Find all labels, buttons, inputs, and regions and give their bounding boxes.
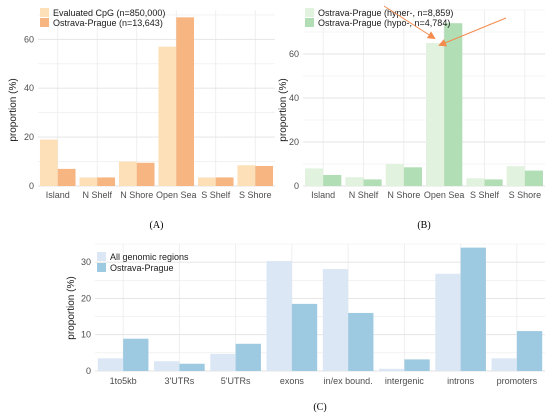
bar: [426, 43, 445, 186]
panel-label: (A): [150, 220, 164, 231]
legend-label: Ostrava-Prague (hypo-, n=4,784): [318, 18, 450, 28]
legend-label: Evaluated CpG (n=850,000): [53, 8, 165, 18]
bar: [255, 165, 274, 186]
x-tick-label: in/ex bound.: [324, 376, 373, 386]
bar: [158, 46, 177, 186]
y-tick-label: 40: [24, 83, 34, 93]
y-tick-label: 60: [289, 49, 299, 59]
bar: [118, 161, 137, 186]
legend-label: Ostrava-Prague (hyper-, n=8,859): [318, 8, 453, 18]
chart-panel-c: 0 10 20 30 1to5kb 3'UTRs 5'UTRs exons in/ex boun…: [66, 243, 545, 413]
x-tick-label: introns: [447, 376, 475, 386]
legend-swatch: [305, 18, 314, 27]
bar: [215, 177, 234, 186]
bar: [179, 363, 205, 371]
bar: [403, 167, 422, 186]
y-axis-label: proportion (%): [278, 78, 289, 141]
legend-swatch: [97, 263, 106, 272]
x-tick-label: intergenic: [385, 376, 425, 386]
x-tick-label: promoters: [497, 376, 538, 386]
x-tick-label: S Shore: [509, 190, 542, 200]
legend-swatch: [97, 252, 106, 261]
x-tick-label: Open Sea: [424, 190, 465, 200]
y-tick-label: 0: [294, 181, 299, 191]
bar: [235, 343, 261, 371]
bar: [516, 331, 543, 371]
bar: [460, 247, 486, 371]
bar: [404, 359, 430, 371]
bar: [524, 170, 543, 186]
annotation-arrow-1: [383, 5, 436, 40]
x-tick-label: exons: [280, 376, 305, 386]
legend-swatch: [305, 8, 314, 17]
x-tick-label: Island: [46, 190, 70, 200]
y-tick-label: 0: [29, 181, 34, 191]
annotation-arrows: [383, 5, 507, 47]
bar: [385, 164, 404, 186]
bar: [154, 361, 180, 371]
bar: [484, 179, 503, 186]
bar: [97, 358, 124, 371]
x-tick-label: 5'UTRs: [221, 376, 251, 386]
bar: [210, 353, 236, 371]
annotation-arrow-2: [438, 17, 507, 47]
chart-panel-a: 0 20 40 60 Island N Shelf N Shore Open Sea S She…: [8, 8, 275, 231]
x-tick-label: S Shelf: [470, 190, 500, 200]
bar: [123, 338, 149, 371]
y-tick-label: 20: [81, 293, 91, 303]
bar: [363, 179, 382, 186]
bar: [466, 178, 485, 186]
x-tick-label: Open Sea: [156, 190, 197, 200]
bar: [39, 139, 58, 186]
bar: [291, 303, 318, 371]
y-tick-label: 10: [81, 330, 91, 340]
bar: [237, 165, 256, 186]
bar: [305, 168, 324, 186]
bar: [323, 175, 342, 186]
bar: [266, 261, 292, 371]
y-tick-label: 0: [86, 366, 91, 376]
y-tick-label: 30: [81, 257, 91, 267]
y-tick-label: 20: [24, 132, 34, 142]
x-tick-label: S Shelf: [201, 190, 231, 200]
bar: [136, 162, 155, 186]
bar: [79, 177, 98, 186]
legend-label: Ostrava-Prague: [110, 263, 174, 273]
legend-swatch: [40, 8, 49, 17]
bar: [97, 177, 116, 186]
bar: [491, 358, 517, 371]
bar: [379, 368, 405, 371]
y-tick-label: 40: [289, 93, 299, 103]
x-tick-label: N Shelf: [82, 190, 112, 200]
bar: [57, 168, 76, 186]
legend-label: Ostrava-Prague (n=13,643): [53, 18, 163, 28]
x-tick-label: 1to5kb: [110, 376, 137, 386]
x-tick-label: N Shore: [120, 190, 153, 200]
x-tick-label: Island: [311, 190, 335, 200]
x-tick-label: 3'UTRs: [165, 376, 195, 386]
bar: [506, 166, 525, 186]
bar: [348, 312, 374, 371]
y-tick-label: 20: [289, 137, 299, 147]
legend-swatch: [40, 18, 49, 27]
y-tick-label: 60: [24, 34, 34, 44]
bar: [322, 269, 349, 371]
bar: [176, 17, 195, 187]
x-tick-label: N Shore: [387, 190, 420, 200]
panel-label: (C): [313, 402, 326, 413]
bar: [345, 177, 364, 186]
x-tick-label: N Shelf: [349, 190, 379, 200]
x-tick-label: S Shore: [239, 190, 272, 200]
y-axis-label: proportion (%): [8, 78, 19, 141]
panel-label: (B): [417, 220, 430, 231]
y-axis-label: proportion (%): [66, 276, 77, 339]
chart-panel-b: 0 20 40 60 Island N Shelf N Shore Open Sea S She…: [278, 8, 545, 231]
legend-label: All genomic regions: [110, 252, 189, 262]
bar: [435, 273, 461, 371]
bar: [197, 177, 216, 186]
bar: [444, 23, 463, 187]
